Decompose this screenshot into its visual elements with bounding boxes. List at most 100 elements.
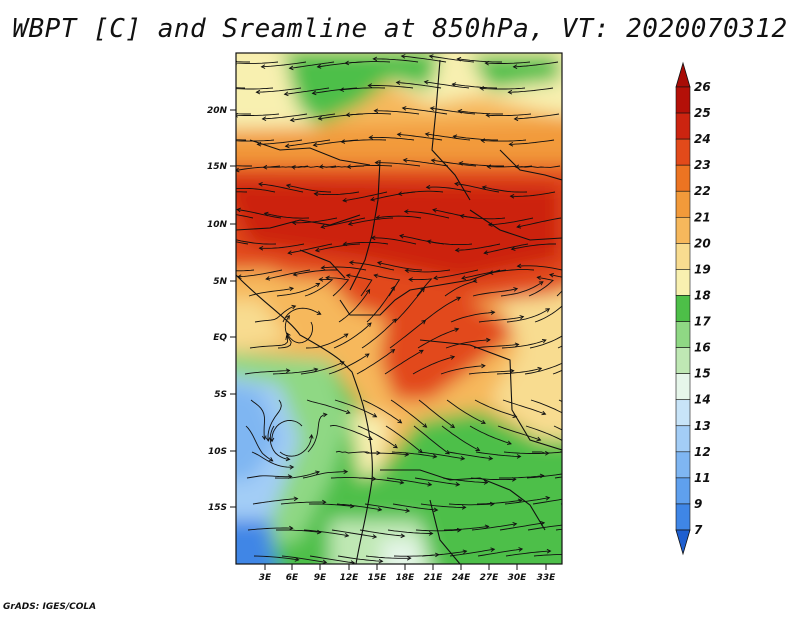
streamline-arrow <box>593 421 597 425</box>
lat-tick-label: 5N <box>213 277 227 287</box>
streamline-arrow <box>373 273 379 279</box>
streamline <box>271 419 303 442</box>
streamline-arrow <box>422 423 428 428</box>
streamline <box>525 425 562 441</box>
grads-credit: GrADS: IGES/COLA <box>3 602 97 612</box>
streamline-arrow <box>459 213 465 219</box>
streamline-arrow <box>569 522 573 526</box>
colorbar-swatch <box>675 112 691 140</box>
streamline <box>356 349 395 375</box>
lon-tick-label: 33E <box>537 573 557 583</box>
streamline <box>346 274 373 297</box>
streamline-arrow <box>294 557 300 562</box>
streamline-arrow <box>603 557 607 561</box>
colorbar-label: 18 <box>694 288 711 302</box>
streamline <box>453 135 499 141</box>
streamline-arrow <box>430 158 436 163</box>
streamline <box>284 87 330 95</box>
colorbar-swatch <box>675 86 691 114</box>
streamline <box>303 529 349 537</box>
streamline-arrow <box>288 65 294 71</box>
streamline <box>251 451 294 468</box>
streamline <box>457 58 502 63</box>
streamline <box>266 269 311 280</box>
streamline <box>446 399 486 424</box>
streamline-arrow <box>377 506 383 512</box>
streamline-arrow <box>368 135 374 140</box>
streamline-arrow <box>340 139 346 144</box>
streamline <box>447 451 493 460</box>
colorbar-swatch <box>675 138 691 166</box>
streamline-arrow <box>406 555 412 561</box>
streamline <box>402 107 448 115</box>
streamline <box>262 113 308 120</box>
streamline-arrow <box>516 263 522 269</box>
streamline-arrow <box>450 423 456 429</box>
streamline-arrow <box>316 529 322 535</box>
streamline-arrow <box>486 164 492 169</box>
streamline-arrow <box>472 278 478 283</box>
streamline <box>440 365 485 375</box>
lat-tick-label: 15S <box>208 503 227 513</box>
streamline-arrow <box>285 183 291 189</box>
streamline <box>558 399 562 403</box>
streamline-arrow <box>376 260 382 266</box>
streamline <box>486 113 532 117</box>
colorbar-swatch <box>675 295 691 322</box>
streamline <box>236 165 281 171</box>
streamline-arrow <box>403 209 409 214</box>
streamline-arrow <box>397 419 403 424</box>
streamline-arrow <box>203 193 207 197</box>
streamline-arrow <box>536 436 542 442</box>
streamline <box>504 497 550 505</box>
streamline <box>272 368 318 375</box>
streamline-arrow <box>460 456 466 461</box>
streamline-arrow <box>285 456 291 462</box>
streamline-arrow <box>318 164 324 169</box>
streamline <box>286 321 314 344</box>
streamline-arrow <box>373 108 379 114</box>
streamline <box>261 61 307 68</box>
longitude-axis: 3E 6E 9E 12E 15E 18E 21E 24E 27E 30E 33E <box>259 564 556 583</box>
streamline <box>236 113 280 116</box>
colorbar-label: 15 <box>694 367 711 381</box>
streamlines <box>203 54 607 564</box>
streamline-arrow <box>480 138 486 143</box>
streamline <box>292 217 338 224</box>
streamline <box>405 269 451 273</box>
streamline-arrow <box>452 134 458 139</box>
streamline-arrow <box>345 112 351 118</box>
streamline-arrow <box>454 327 460 333</box>
streamline-arrow <box>399 479 405 485</box>
streamline <box>532 451 562 454</box>
streamline <box>390 399 427 428</box>
lon-tick-label: 15E <box>368 573 388 583</box>
streamline <box>513 61 559 68</box>
colorbar-label: 25 <box>694 106 711 120</box>
streamline <box>276 283 320 297</box>
streamline-arrow <box>258 245 264 251</box>
streamline-arrow <box>312 142 318 148</box>
streamline <box>468 370 514 375</box>
streamline-arrow <box>454 247 460 253</box>
streamline-arrow <box>483 250 489 255</box>
streamline-arrow <box>345 409 351 415</box>
country-borders <box>236 59 562 564</box>
streamline-arrow <box>316 310 322 315</box>
streamline-arrow <box>572 451 576 455</box>
streamline <box>362 399 402 424</box>
streamline <box>517 217 562 228</box>
streamline <box>473 343 519 349</box>
streamline <box>560 503 562 505</box>
lat-tick-label: EQ <box>213 333 227 343</box>
streamline <box>526 473 562 479</box>
streamline-arrow <box>204 234 208 238</box>
lon-tick-label: 24E <box>452 573 472 583</box>
streamline-arrow <box>461 275 467 281</box>
streamline-arrow <box>228 87 232 91</box>
streamline-arrow <box>479 86 485 91</box>
streamline-arrow <box>209 211 213 215</box>
streamline <box>254 305 296 323</box>
streamline <box>506 308 550 323</box>
streamline <box>484 243 529 254</box>
